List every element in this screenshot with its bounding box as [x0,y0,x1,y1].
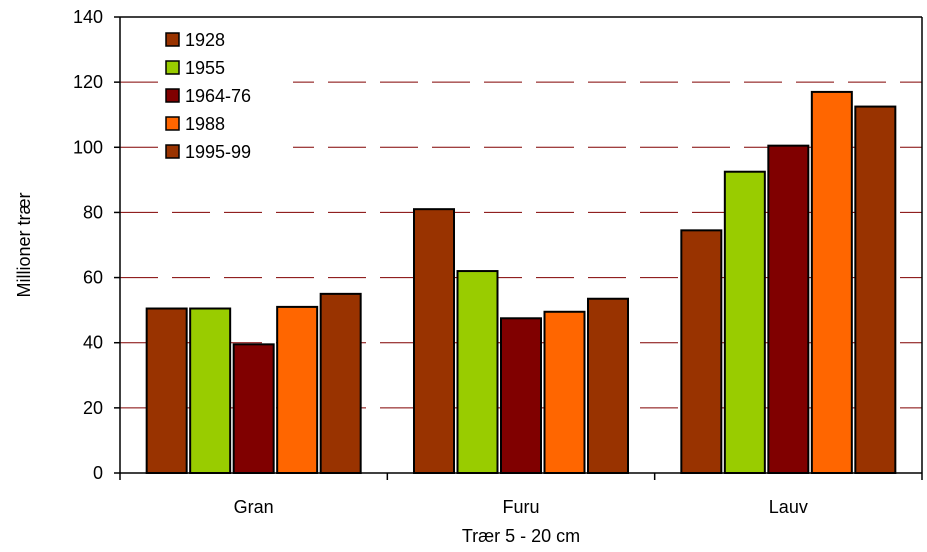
x-axis-title: Trær 5 - 20 cm [462,526,580,546]
bar [767,144,810,475]
y-ticks: 0 20 40 60 80 100 120 140 [73,7,120,483]
bar [319,292,362,474]
legend-swatch [165,60,180,75]
bar [680,229,723,474]
x-tick-label: Lauv [769,497,808,517]
legend-label: 1955 [185,58,225,78]
legend-label: 1964-76 [185,86,251,106]
bar [189,307,232,474]
y-tick-label: 60 [83,268,103,288]
legend-swatch [165,32,180,47]
legend-label: 1995-99 [185,142,251,162]
y-tick-label: 120 [73,72,103,92]
bar [413,208,455,475]
axes [119,16,923,474]
legend-swatch [165,116,180,131]
bar [723,170,766,474]
bar [543,310,586,474]
legend-swatch [165,144,180,159]
y-tick-label: 40 [83,333,103,353]
y-tick-label: 140 [73,7,103,27]
legend-background [158,28,293,170]
bar [456,270,499,474]
legend-label: 1988 [185,114,225,134]
legend-label: 1928 [185,30,225,50]
bar [232,343,275,475]
y-axis-title: Millioner trær [14,192,34,297]
y-tick-label: 0 [93,463,103,483]
bar [276,305,319,474]
x-tick-label: Furu [502,497,539,517]
y-tick-label: 20 [83,398,103,418]
x-tick-label: Gran [234,497,274,517]
y-tick-label: 100 [73,137,103,157]
bar [810,90,853,475]
legend: 1928 1955 1964-76 1988 1995-99 [158,28,293,170]
bar [500,317,542,474]
bar [854,105,897,474]
y-tick-label: 80 [83,202,103,222]
x-ticks: Gran Furu Lauv [119,473,923,517]
bar [587,297,629,474]
bar [145,307,188,474]
legend-swatch [165,88,180,103]
